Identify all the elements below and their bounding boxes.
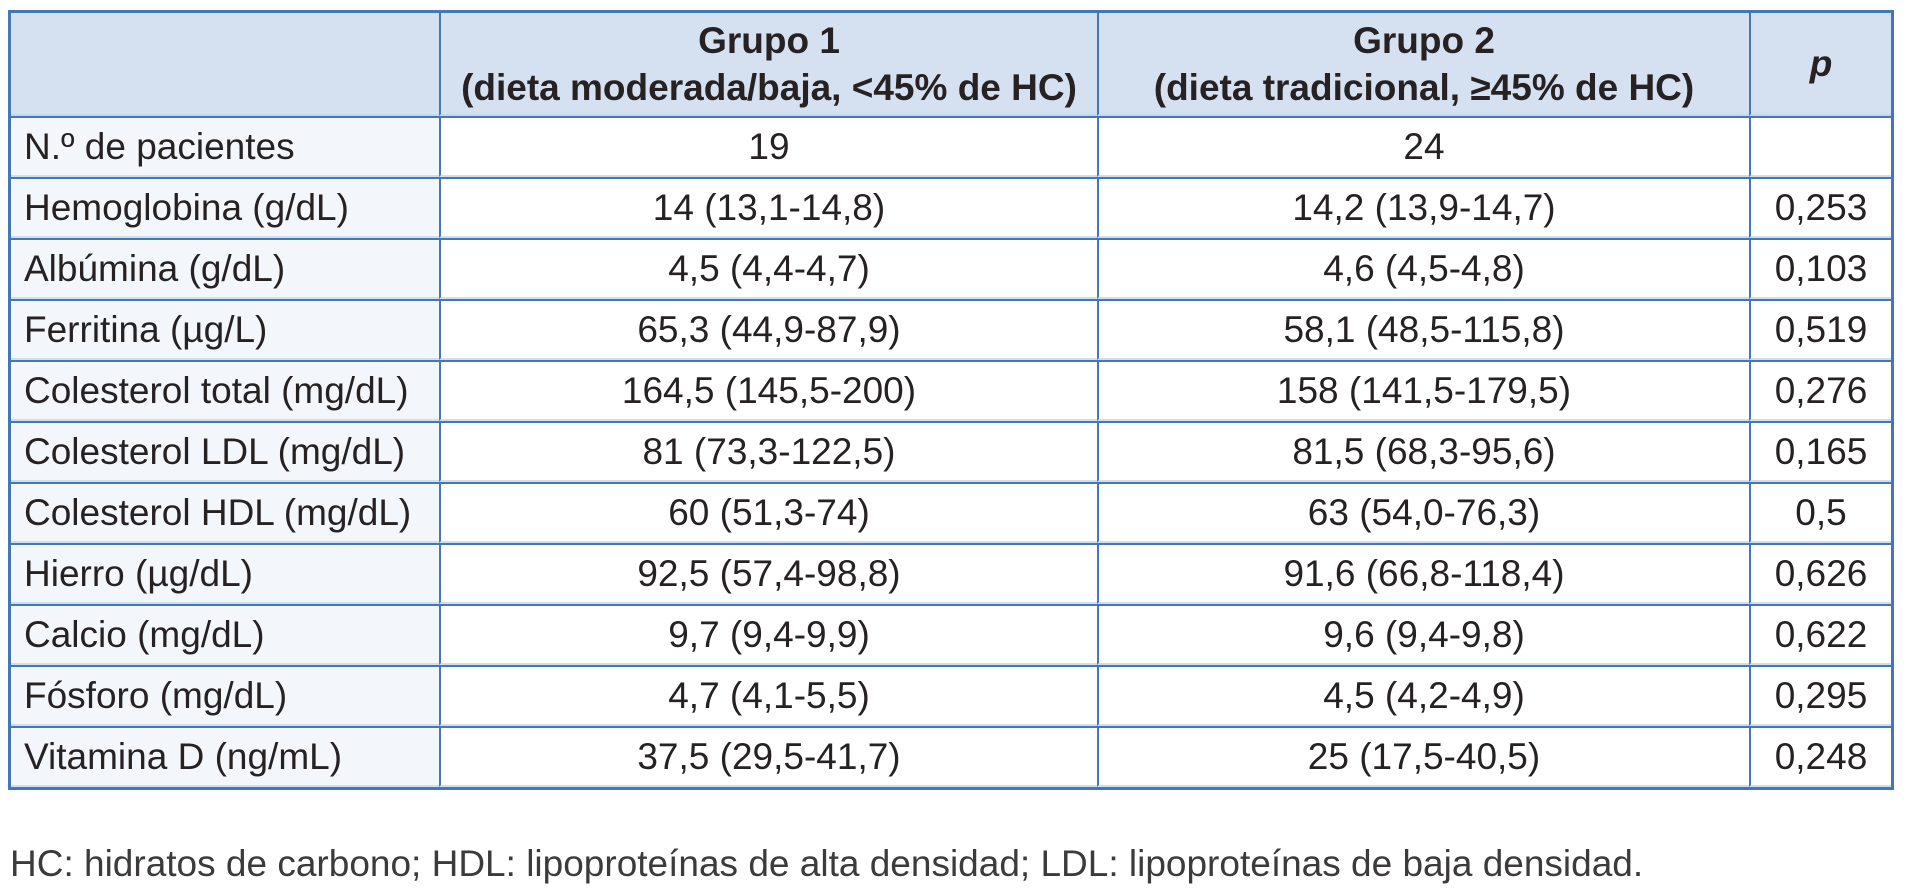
grupo1-value: 92,5 (57,4-98,8): [439, 543, 1097, 604]
grupo2-value: 91,6 (66,8-118,4): [1097, 543, 1749, 604]
table-row: Fósforo (mg/dL) 4,7 (4,1-5,5) 4,5 (4,2-4…: [11, 665, 1891, 726]
row-label: Colesterol LDL (mg/dL): [11, 421, 439, 482]
table-row: Albúmina (g/dL) 4,5 (4,4-4,7) 4,6 (4,5-4…: [11, 238, 1891, 299]
p-value: 0,248: [1749, 726, 1891, 787]
row-label: N.º de pacientes: [11, 116, 439, 177]
row-label: Colesterol HDL (mg/dL): [11, 482, 439, 543]
p-value: 0,626: [1749, 543, 1891, 604]
grupo2-value: 58,1 (48,5-115,8): [1097, 299, 1749, 360]
table-header: Grupo 1 (dieta moderada/baja, <45% de HC…: [11, 13, 1891, 116]
grupo1-value: 4,5 (4,4-4,7): [439, 238, 1097, 299]
row-label: Albúmina (g/dL): [11, 238, 439, 299]
grupo1-subtitle: (dieta moderada/baja, <45% de HC): [461, 66, 1077, 108]
grupo1-value: 65,3 (44,9-87,9): [439, 299, 1097, 360]
header-row: Grupo 1 (dieta moderada/baja, <45% de HC…: [11, 13, 1891, 116]
grupo1-value: 14 (13,1-14,8): [439, 177, 1097, 238]
p-value: 0,5: [1749, 482, 1891, 543]
grupo2-value: 81,5 (68,3-95,6): [1097, 421, 1749, 482]
row-label: Vitamina D (ng/mL): [11, 726, 439, 787]
table-row: Colesterol total (mg/dL) 164,5 (145,5-20…: [11, 360, 1891, 421]
row-label: Calcio (mg/dL): [11, 604, 439, 665]
grupo1-value: 81 (73,3-122,5): [439, 421, 1097, 482]
p-value: 0,295: [1749, 665, 1891, 726]
header-cell-p: p: [1749, 13, 1891, 116]
grupo1-value: 19: [439, 116, 1097, 177]
header-cell-empty: [11, 13, 439, 116]
grupo2-value: 63 (54,0-76,3): [1097, 482, 1749, 543]
grupo1-value: 164,5 (145,5-200): [439, 360, 1097, 421]
grupo1-value: 60 (51,3-74): [439, 482, 1097, 543]
table-row: Colesterol HDL (mg/dL) 60 (51,3-74) 63 (…: [11, 482, 1891, 543]
row-label: Fósforo (mg/dL): [11, 665, 439, 726]
table-footnote: HC: hidratos de carbono; HDL: lipoproteí…: [10, 843, 1644, 884]
grupo2-value: 158 (141,5-179,5): [1097, 360, 1749, 421]
row-label: Colesterol total (mg/dL): [11, 360, 439, 421]
header-cell-grupo2: Grupo 2 (dieta tradicional, ≥45% de HC): [1097, 13, 1749, 116]
row-label: Ferritina (µg/L): [11, 299, 439, 360]
table-row: Hemoglobina (g/dL) 14 (13,1-14,8) 14,2 (…: [11, 177, 1891, 238]
table-row: Hierro (µg/dL) 92,5 (57,4-98,8) 91,6 (66…: [11, 543, 1891, 604]
p-value: [1749, 116, 1891, 177]
table-row: Vitamina D (ng/mL) 37,5 (29,5-41,7) 25 (…: [11, 726, 1891, 787]
grupo2-value: 9,6 (9,4-9,8): [1097, 604, 1749, 665]
table-body: N.º de pacientes 19 24 Hemoglobina (g/dL…: [11, 116, 1891, 787]
grupo1-value: 9,7 (9,4-9,9): [439, 604, 1097, 665]
table-row: Colesterol LDL (mg/dL) 81 (73,3-122,5) 8…: [11, 421, 1891, 482]
table-row: Calcio (mg/dL) 9,7 (9,4-9,9) 9,6 (9,4-9,…: [11, 604, 1891, 665]
p-value: 0,253: [1749, 177, 1891, 238]
grupo2-value: 14,2 (13,9-14,7): [1097, 177, 1749, 238]
table-row: N.º de pacientes 19 24: [11, 116, 1891, 177]
table-row: Ferritina (µg/L) 65,3 (44,9-87,9) 58,1 (…: [11, 299, 1891, 360]
lab-results-table: Grupo 1 (dieta moderada/baja, <45% de HC…: [8, 10, 1894, 790]
header-cell-grupo1: Grupo 1 (dieta moderada/baja, <45% de HC…: [439, 13, 1097, 116]
grupo2-value: 25 (17,5-40,5): [1097, 726, 1749, 787]
row-label: Hemoglobina (g/dL): [11, 177, 439, 238]
p-value: 0,276: [1749, 360, 1891, 421]
grupo2-title: Grupo 2: [1353, 19, 1495, 61]
p-value: 0,103: [1749, 238, 1891, 299]
row-label: Hierro (µg/dL): [11, 543, 439, 604]
grupo1-value: 4,7 (4,1-5,5): [439, 665, 1097, 726]
grupo1-title: Grupo 1: [698, 19, 840, 61]
p-value: 0,165: [1749, 421, 1891, 482]
grupo2-value: 24: [1097, 116, 1749, 177]
p-value: 0,519: [1749, 299, 1891, 360]
grupo1-value: 37,5 (29,5-41,7): [439, 726, 1097, 787]
grupo2-value: 4,5 (4,2-4,9): [1097, 665, 1749, 726]
grupo2-value: 4,6 (4,5-4,8): [1097, 238, 1749, 299]
grupo2-subtitle: (dieta tradicional, ≥45% de HC): [1153, 66, 1695, 108]
p-value: 0,622: [1749, 604, 1891, 665]
